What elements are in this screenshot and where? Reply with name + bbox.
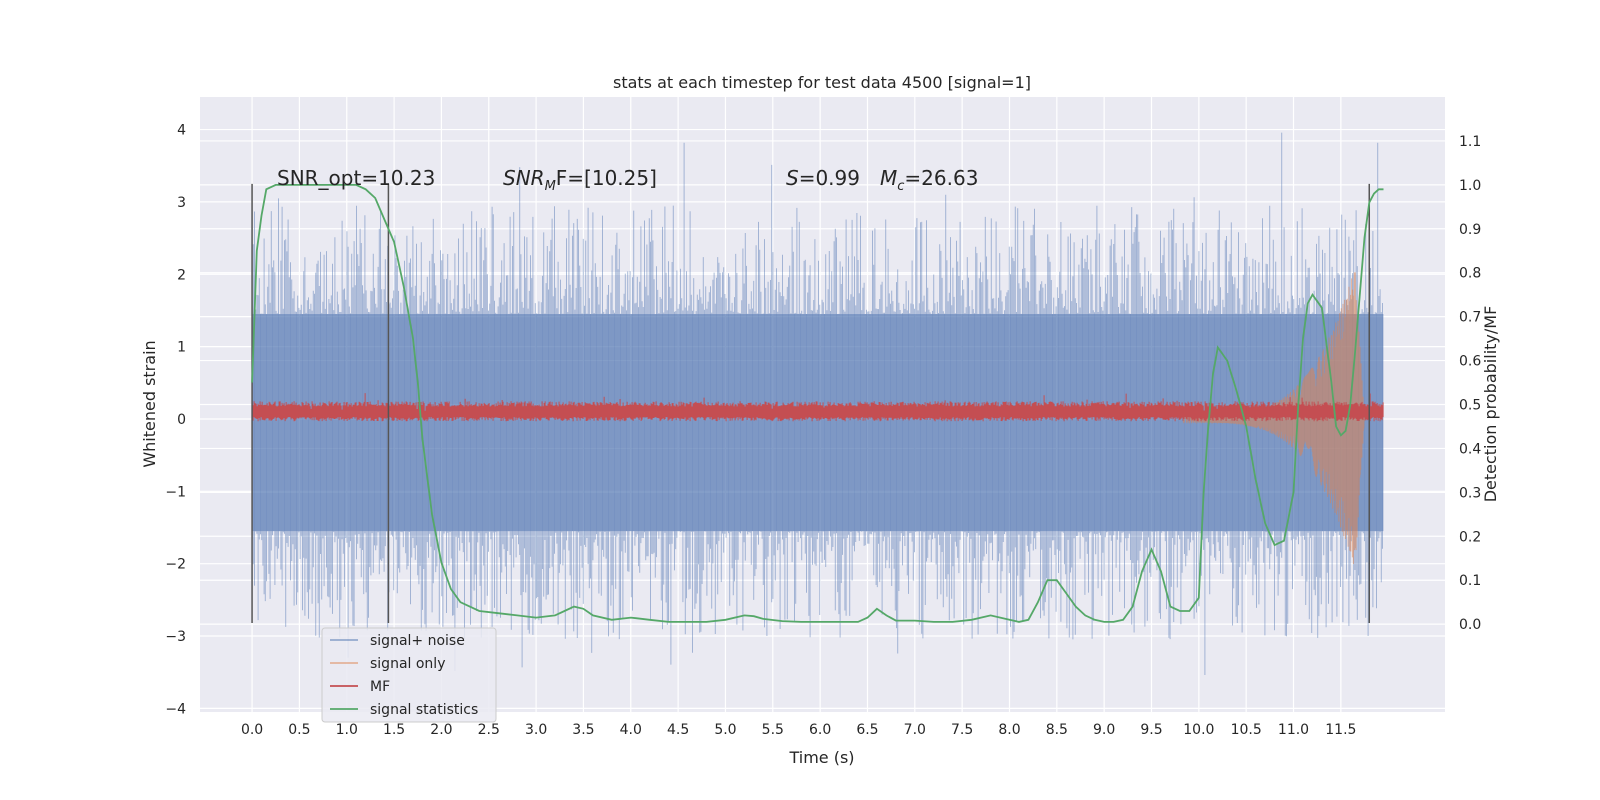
y-tick-6: −2 [165, 557, 186, 573]
y2-tick-2: 0.9 [1459, 222, 1481, 238]
annotation-snr-mf: SNRMF=[10.25] [503, 166, 657, 194]
x-tick-9: 4.5 [667, 722, 689, 738]
x-tick-21: 10.5 [1231, 722, 1262, 738]
legend-label-mf: MF [370, 679, 390, 695]
y-tick-3: 1 [177, 340, 186, 356]
y2-tick-11: 0.0 [1459, 617, 1481, 633]
x-tick-8: 4.0 [620, 722, 642, 738]
x-tick-20: 10.0 [1183, 722, 1214, 738]
y-tick-1: 3 [177, 195, 186, 211]
legend-label-signal: signal only [370, 656, 445, 672]
y2-tick-4: 0.7 [1459, 310, 1481, 326]
x-tick-18: 9.0 [1093, 722, 1115, 738]
x-tick-11: 5.5 [762, 722, 784, 738]
x-tick-19: 9.5 [1140, 722, 1162, 738]
y2-tick-9: 0.2 [1459, 529, 1481, 545]
x-tick-2: 1.0 [336, 722, 358, 738]
annotation-snr-mf-sub: M [545, 179, 556, 194]
y2-axis-label: Detection probability/MF [1481, 306, 1500, 503]
x-tick-6: 3.0 [525, 722, 547, 738]
x-tick-5: 2.5 [478, 722, 500, 738]
y2-tick-labels: 1.1 1.0 0.9 0.8 0.7 0.6 0.5 0.4 0.3 0.2 0.1 0.0 [1459, 134, 1481, 633]
annotation-s-tail: =0.99 [799, 166, 860, 190]
annotation-snr-opt: SNR_opt=10.23 [277, 166, 435, 190]
legend: signal+ noise signal only MF signal stat… [321, 627, 497, 723]
y2-tick-5: 0.6 [1459, 354, 1481, 370]
x-tick-14: 7.0 [904, 722, 926, 738]
legend-label-noise: signal+ noise [370, 633, 465, 649]
legend-box [321, 627, 497, 723]
x-tick-0: 0.0 [241, 722, 263, 738]
annotation-snr-mf-tail: F=[10.25] [556, 166, 657, 190]
x-tick-22: 11.0 [1278, 722, 1309, 738]
y2-tick-3: 0.8 [1459, 266, 1481, 282]
x-tick-4: 2.0 [430, 722, 452, 738]
x-tick-17: 8.5 [1046, 722, 1068, 738]
x-tick-7: 3.5 [572, 722, 594, 738]
y2-tick-0: 1.1 [1459, 134, 1481, 150]
y2-tick-6: 0.5 [1459, 398, 1481, 414]
y-tick-labels: 4 3 2 1 0 −1 −2 −3 −4 [165, 123, 186, 718]
x-tick-12: 6.0 [809, 722, 831, 738]
y-tick-5: −1 [165, 484, 186, 500]
x-tick-23: 11.5 [1325, 722, 1356, 738]
stats-line [251, 183, 1384, 623]
x-tick-1: 0.5 [288, 722, 310, 738]
x-tick-labels: 0.0 0.5 1.0 1.5 2.0 2.5 3.0 3.5 4.0 4.5 5.0 5.5 6.0 6… [241, 722, 1357, 738]
chart-title: stats at each timestep for test data 450… [613, 73, 1031, 92]
annotation-mc-tail: =26.63 [904, 166, 978, 190]
annotation-mc-sub: c [897, 179, 904, 194]
y-tick-8: −4 [165, 701, 186, 717]
x-tick-3: 1.5 [383, 722, 405, 738]
x-tick-15: 7.5 [951, 722, 973, 738]
y-axis-label: Whitened strain [140, 340, 159, 467]
y2-tick-10: 0.1 [1459, 573, 1481, 589]
x-tick-13: 6.5 [856, 722, 878, 738]
y2-tick-8: 0.3 [1459, 485, 1481, 501]
annotation-mc-main: M [880, 166, 897, 190]
y-tick-4: 0 [177, 412, 186, 428]
x-tick-16: 8.0 [998, 722, 1020, 738]
annotation-s-main: S [786, 166, 799, 190]
y-tick-2: 2 [177, 267, 186, 283]
series-signal-statistics [251, 183, 1384, 623]
annotation-s: S=0.99 [786, 166, 860, 190]
x-axis-label: Time (s) [788, 748, 854, 767]
y-tick-0: 4 [177, 123, 186, 139]
x-tick-10: 5.0 [714, 722, 736, 738]
y2-tick-1: 1.0 [1459, 178, 1481, 194]
annotation-mc: Mc=26.63 [880, 166, 978, 194]
legend-label-stats: signal statistics [370, 702, 478, 718]
vertical-markers [251, 183, 1371, 624]
y2-tick-7: 0.4 [1459, 441, 1481, 457]
annotation-snr-mf-main: SNR [503, 166, 545, 190]
y-tick-7: −3 [165, 629, 186, 645]
